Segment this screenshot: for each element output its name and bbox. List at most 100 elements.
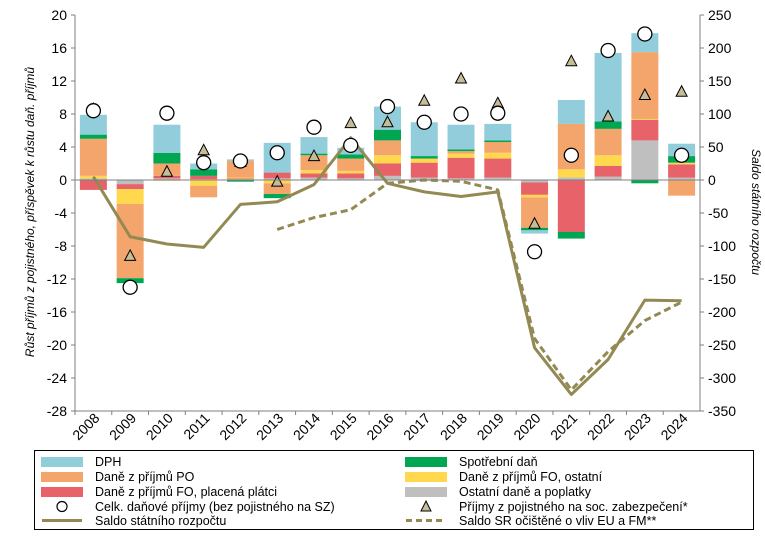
bar-po-2024	[668, 180, 696, 196]
y2-tick-label: -350	[708, 403, 736, 419]
legend-swatch-fo-platce	[41, 486, 83, 497]
y2-tick-label: 100	[708, 106, 732, 122]
marker-pojistne-2011	[197, 143, 211, 156]
marker-pojistne-2023	[638, 87, 652, 101]
x-tick-label: 2018	[437, 410, 470, 443]
bar-spotrebni-2015	[337, 154, 365, 159]
x-tick-label: 2017	[400, 410, 433, 443]
legend-item-dph: DPH	[41, 454, 121, 469]
bar-fo_platce-2012	[226, 178, 254, 180]
marker-celk-2019	[490, 105, 506, 121]
bar-po-2013	[263, 183, 291, 195]
y2-tick-label: 200	[708, 40, 732, 56]
bar-spotrebni-2017	[410, 156, 438, 159]
y-tick-label: -20	[47, 337, 67, 353]
marker-celk-2021	[563, 147, 579, 163]
bar-ostatni-2018	[447, 178, 475, 180]
bar-fo_platce-2021	[557, 180, 585, 232]
legend-circle-icon	[56, 500, 68, 513]
bar-fo_platce-2018	[447, 157, 475, 179]
bar-spotrebni-2020	[521, 227, 549, 231]
bar-fo_ostatni-2011	[190, 180, 218, 186]
y-tick-label: -8	[55, 238, 68, 254]
legend-item-fo-ostatni: Daně z příjmů FO, ostatní	[405, 469, 602, 484]
bar-ostatni-2015	[337, 178, 365, 180]
bar-spotrebni-2016	[374, 129, 401, 141]
x-tick-label: 2024	[657, 410, 690, 443]
bar-fo_ostatni-2019	[484, 152, 512, 159]
x-tick-label: 2010	[143, 410, 176, 443]
legend: DPH Spotřební daň Daně z příjmů PO Daně …	[34, 450, 754, 530]
marker-pojistne-2014	[307, 148, 321, 162]
legend-dashed-line-icon	[406, 519, 446, 522]
bar-po-2015	[337, 158, 365, 171]
y-tick-label: -28	[47, 403, 67, 419]
chart: -28 -24 -20 -16 -12 -8 -4 0 4 8 12 16 20 -350 -300 -250…	[23, 7, 763, 443]
y2-tick-label: 0	[708, 172, 716, 188]
bar-fo_ostatni-2009	[116, 189, 144, 204]
marker-pojistne-2009	[123, 248, 137, 261]
marker-pojistne-2018	[454, 71, 468, 84]
marker-celk-2009	[122, 279, 138, 295]
legend-swatch-spotrebni	[405, 456, 447, 467]
bar-spotrebni-2018	[447, 149, 475, 152]
legend-label-po: Daně z příjmů PO	[95, 469, 195, 484]
marker-pojistne-2010	[160, 164, 174, 177]
bar-fo_platce-2020	[521, 182, 549, 195]
x-tick-label: 2012	[216, 410, 249, 443]
bar-fo_ostatni-2021	[557, 169, 585, 178]
bar-spotrebni-2021	[557, 231, 585, 239]
y-tick-label: 4	[59, 139, 67, 155]
bar-ostatni-2010	[153, 178, 181, 180]
marker-pojistne-2021	[564, 54, 578, 67]
bar-po-2008	[79, 138, 107, 176]
marker-celk-2011	[196, 155, 212, 171]
x-tick-label: 2015	[327, 410, 360, 443]
marker-pojistne-2017	[417, 93, 431, 106]
bar-fo_platce-2022	[594, 165, 622, 177]
y2-tick-label: 50	[708, 139, 724, 155]
bar-spotrebni-2013	[263, 194, 291, 199]
bar-fo_platce-2010	[153, 175, 181, 179]
bar-fo_ostatni-2020	[521, 194, 549, 198]
y-tick-label: -12	[47, 271, 67, 287]
x-tick-label: 2009	[106, 410, 139, 443]
y-tick-label: -24	[47, 370, 67, 386]
marker-pojistne-2022	[601, 109, 615, 122]
y2-tick-label: -250	[708, 337, 736, 353]
marker-pojistne-2024	[675, 84, 688, 97]
bar-dph-2023	[631, 33, 659, 53]
bar-fo_ostatni-2018	[447, 153, 475, 158]
bar-fo_ostatni-2017	[410, 158, 438, 163]
bar-spotrebni-2012	[226, 180, 254, 182]
bar-fo_platce-2024	[668, 164, 696, 178]
marker-celk-2012	[232, 153, 249, 169]
bar-po-2023	[631, 52, 659, 119]
bar-fo_ostatni-2016	[374, 155, 401, 164]
legend-label-spotrebni: Spotřební daň	[459, 454, 538, 469]
legend-item-po: Daně z příjmů PO	[41, 469, 194, 484]
bar-fo_ostatni-2022	[594, 155, 622, 166]
bar-fo_ostatni-2012	[226, 177, 254, 179]
bar-dph-2021	[557, 99, 585, 124]
legend-label-ostatni: Ostatní daně a poplatky	[459, 484, 592, 499]
legend-item-spotrebni: Spotřební daň	[405, 454, 538, 469]
y2-tick-label: 150	[708, 73, 732, 89]
bar-fo_platce-2019	[484, 158, 512, 178]
bar-spotrebni-2011	[190, 169, 218, 176]
marker-celk-2018	[453, 106, 469, 122]
bar-po-2011	[190, 185, 218, 198]
bar-ostatni-2014	[300, 177, 328, 180]
legend-label-dph: DPH	[95, 454, 122, 469]
bar-ostatni-2023	[631, 140, 659, 180]
marker-pojistne-2013	[270, 174, 284, 187]
legend-item-saldo-ocistene: Saldo SR očištěné o vliv EU a FM**	[405, 513, 656, 528]
y-tick-label: -4	[55, 205, 68, 221]
x-tick-label: 2014	[290, 410, 323, 443]
bar-po-2016	[374, 140, 401, 156]
bar-ostatni-2021	[557, 177, 585, 180]
legend-label-saldo-ocistene: Saldo SR očištěné o vliv EU a FM**	[459, 513, 657, 528]
bar-fo_platce-2014	[300, 173, 328, 178]
marker-pojistne-2020	[528, 216, 541, 229]
marker-celk-2008	[85, 103, 102, 119]
